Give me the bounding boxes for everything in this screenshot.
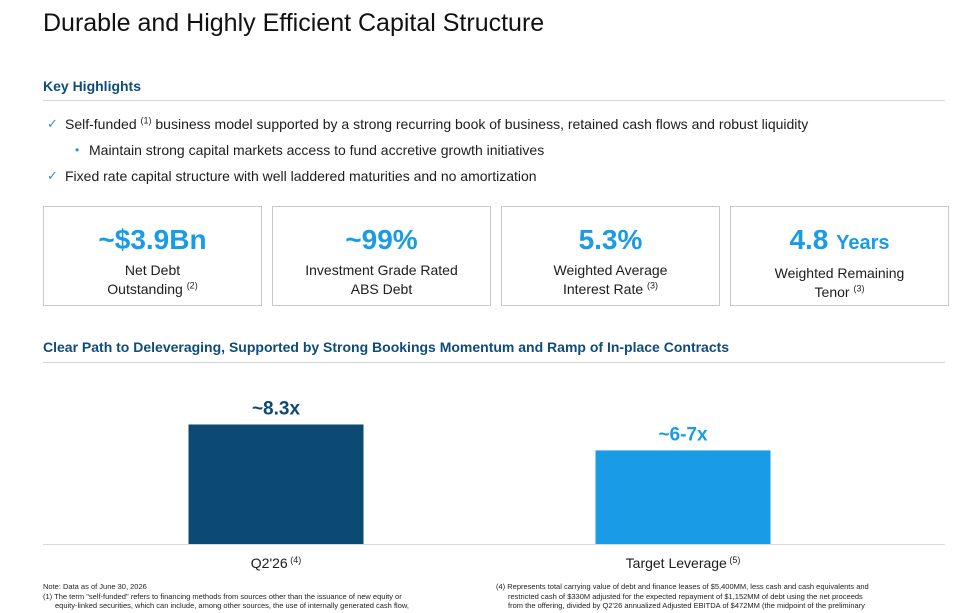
metrics-row: ~$3.9Bn Net Debt Outstanding (2) ~99% In… <box>43 206 949 306</box>
footnote-ref: (3) <box>853 283 865 294</box>
bar-value-label: ~6-7x <box>658 424 708 445</box>
metric-label-line1: Net Debt <box>124 262 181 278</box>
metric-label: Net Debt Outstanding (2) <box>44 261 261 299</box>
checkmark-icon: ✓ <box>47 168 58 183</box>
metric-card-net-debt: ~$3.9Bn Net Debt Outstanding (2) <box>43 206 262 306</box>
deleveraging-divider <box>43 362 945 363</box>
metric-label-line1: Weighted Average <box>553 262 668 278</box>
metric-value: 5.3% <box>578 224 643 255</box>
footnotes-left: Note: Data as of June 30, 2026 (1) The te… <box>43 582 483 611</box>
highlight-text-b: business model supported by a strong rec… <box>151 116 809 132</box>
metric-label-line2-text: Interest Rate <box>562 281 644 297</box>
highlight-item: ✓ Fixed rate capital structure with well… <box>47 163 947 189</box>
metric-value: ~$3.9Bn <box>98 224 207 255</box>
highlights-list: ✓ Self-funded (1) business model support… <box>47 111 947 189</box>
bar-1 <box>595 450 771 544</box>
leverage-bar-chart: ~8.3x Q2'26 (4) ~6-7x Target Leverage (5) <box>43 398 945 571</box>
metric-card-interest-rate: 5.3% Weighted Average Interest Rate (3) <box>501 206 720 306</box>
metric-label-line2: Outstanding (2) <box>44 280 261 299</box>
highlight-text: Self-funded (1) business model supported… <box>65 116 808 132</box>
deleveraging-heading: Clear Path to Deleveraging, Supported by… <box>43 339 730 355</box>
footnote-line: restricted cash of $330M adjusted for th… <box>508 591 863 601</box>
footnote-ref: (1) <box>140 115 152 126</box>
metric-label-line2-text: Outstanding <box>107 281 183 297</box>
metric-label-line2-text: Tenor <box>814 284 850 300</box>
bar-value-label: ~8.3x <box>252 398 301 419</box>
metric-card-tenor: 4.8 Years Weighted Remaining Tenor (3) <box>730 206 949 306</box>
metric-label: Weighted Remaining Tenor (3) <box>731 264 948 302</box>
highlight-text: Maintain strong capital markets access t… <box>89 142 545 158</box>
page-title: Durable and Highly Efficient Capital Str… <box>43 9 545 37</box>
metric-label-line2: Interest Rate (3) <box>502 280 719 299</box>
metric-value: ~99% <box>345 224 418 255</box>
highlight-subitem: • Maintain strong capital markets access… <box>47 137 947 163</box>
metric-label: Weighted Average Interest Rate (3) <box>502 261 719 299</box>
highlight-text-a: Self-funded <box>65 116 141 132</box>
metric-label-line2: ABS Debt <box>350 281 413 297</box>
bullet-dot-icon: • <box>75 143 80 157</box>
metric-label-line1: Investment Grade Rated <box>305 262 458 278</box>
footnote-line: (1) The term "self-funded" refers to fin… <box>43 591 402 601</box>
footnotes-right: (4) Represents total carrying value of d… <box>496 582 946 611</box>
highlight-text: Fixed rate capital structure with well l… <box>65 168 537 184</box>
key-highlights-divider <box>43 100 945 101</box>
checkmark-icon: ✓ <box>47 116 58 131</box>
metric-value: 4.8 Years <box>731 223 948 260</box>
key-highlights-heading: Key Highlights <box>43 78 142 94</box>
metric-label-line1: Weighted Remaining <box>774 265 905 281</box>
highlight-item: ✓ Self-funded (1) business model support… <box>47 111 947 137</box>
category-label: Q2'26 (4) <box>251 555 301 571</box>
metric-label-line2: Tenor (3) <box>731 283 948 302</box>
footnote-line: equity-linked securities, which can incl… <box>55 601 409 610</box>
category-label: Target Leverage (5) <box>626 555 741 571</box>
bar-0 <box>188 424 364 544</box>
footnote-line: (4) Represents total carrying value of d… <box>496 582 869 591</box>
footnote-ref: (3) <box>647 280 659 291</box>
footnote-line: from the offering, divided by Q2'26 annu… <box>508 601 865 610</box>
metric-value-unit: Years <box>836 232 890 254</box>
metric-value-number: 4.8 <box>789 224 829 255</box>
metric-card-investment-grade: ~99% Investment Grade Rated ABS Debt <box>272 206 491 306</box>
footnote-ref: (2) <box>186 280 198 291</box>
metric-label: Investment Grade Rated ABS Debt <box>273 261 490 299</box>
footnote-line: Note: Data as of June 30, 2026 <box>43 582 147 591</box>
